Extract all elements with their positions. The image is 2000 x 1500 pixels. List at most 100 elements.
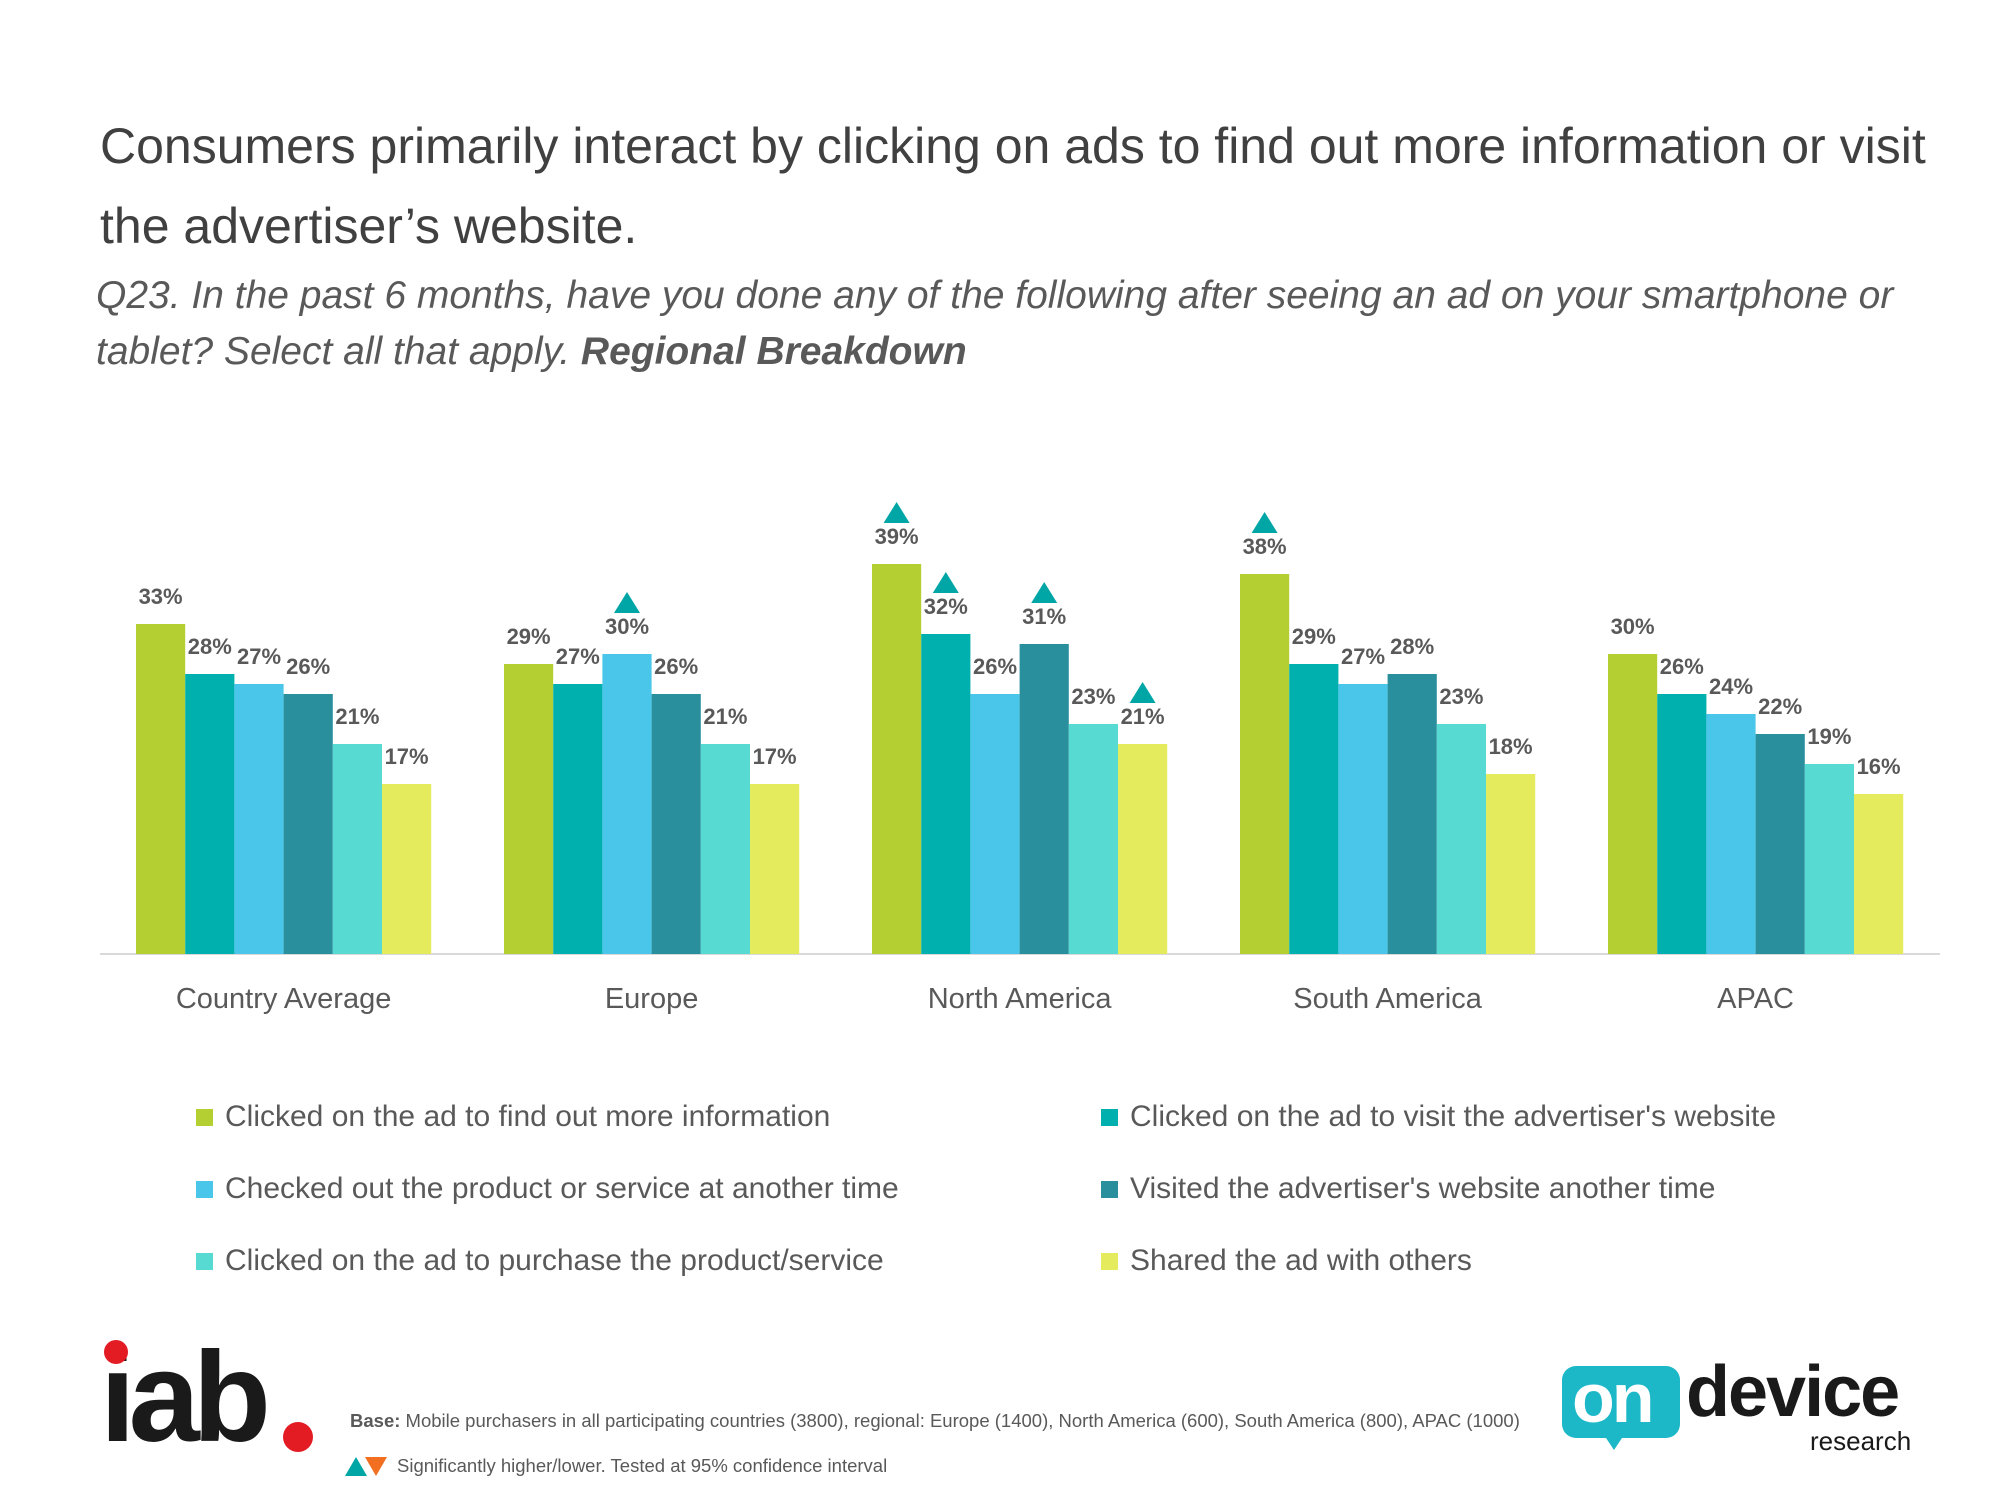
bar-1-3 — [234, 684, 284, 954]
legend-item-4: Visited the advertiser's website another… — [1101, 1170, 1971, 1208]
bar-4-2 — [1289, 664, 1339, 954]
significance-up-icon-4-1 — [1251, 512, 1278, 533]
bar-3-4 — [1019, 644, 1069, 954]
chart-subtitle: Q23. In the past 6 months, have you done… — [96, 268, 1956, 380]
significance-up-icon-3-2 — [932, 572, 959, 593]
bar-4-5 — [1436, 724, 1486, 954]
bar-1-4 — [283, 694, 333, 954]
data-label-3-2: 32% — [924, 594, 968, 619]
data-label-2-1: 29% — [507, 624, 551, 649]
legend-label-6: Shared the ad with others — [1130, 1244, 1472, 1277]
speech-bubble-tail — [1602, 1432, 1626, 1450]
bar-5-1 — [1608, 654, 1658, 954]
legend-label-1: Clicked on the ad to find out more infor… — [225, 1100, 831, 1133]
bar-1-2 — [185, 674, 235, 954]
base-note: Base: Mobile purchasers in all participa… — [350, 1410, 1520, 1432]
bar-2-5 — [700, 744, 750, 954]
significance-up-icon-3-6 — [1129, 682, 1156, 703]
legend-label-4: Visited the advertiser's website another… — [1130, 1172, 1716, 1205]
category-label-3: North America — [928, 983, 1113, 1015]
data-label-5-2: 26% — [1660, 654, 1704, 679]
bar-4-1 — [1240, 574, 1290, 954]
legend-swatch-6 — [1101, 1252, 1118, 1270]
ondevice-logo-research: research — [1810, 1426, 1912, 1456]
data-label-1-3: 27% — [237, 644, 281, 669]
iab-logo: iab — [100, 1328, 320, 1468]
bar-3-2 — [921, 634, 971, 954]
data-label-4-3: 27% — [1341, 644, 1385, 669]
iab-logo-dot-icon — [104, 1340, 128, 1364]
subtitle-emphasis: Regional Breakdown — [580, 330, 967, 373]
data-label-1-2: 28% — [188, 634, 232, 659]
data-label-1-5: 21% — [335, 704, 379, 729]
bar-2-3 — [602, 654, 652, 954]
speech-bubble-icon — [1562, 1366, 1680, 1438]
legend-swatch-4 — [1101, 1180, 1118, 1198]
bar-2-2 — [553, 684, 603, 954]
base-text: Mobile purchasers in all participating c… — [405, 1410, 1520, 1431]
legend-item-1: Clicked on the ad to find out more infor… — [196, 1098, 1101, 1136]
bar-5-5 — [1804, 764, 1854, 954]
data-label-1-6: 17% — [385, 744, 429, 769]
bar-1-5 — [332, 744, 382, 954]
data-label-2-2: 27% — [556, 644, 600, 669]
bar-4-4 — [1387, 674, 1437, 954]
data-label-2-5: 21% — [703, 704, 747, 729]
bar-5-6 — [1854, 794, 1904, 954]
bar-1-6 — [382, 784, 432, 954]
bar-5-2 — [1657, 694, 1707, 954]
legend-swatch-1 — [196, 1108, 213, 1126]
data-label-3-3: 26% — [973, 654, 1017, 679]
bar-1-1 — [136, 624, 186, 954]
significance-triangles-icon — [345, 1457, 387, 1476]
bar-chart: 33%28% 27% 26%21%17%Country Average29%27%3… — [100, 502, 1940, 1015]
data-label-5-1: 30% — [1611, 614, 1655, 639]
category-label-1: Country Average — [176, 983, 392, 1015]
data-label-3-4: 31% — [1022, 604, 1066, 629]
legend-item-2: Clicked on the ad to visit the advertise… — [1101, 1098, 1971, 1136]
subtitle-question: Q23. In the past 6 months, have you done… — [96, 274, 1894, 373]
category-label-4: South America — [1293, 983, 1482, 1015]
bar-2-6 — [750, 784, 800, 954]
data-label-2-6: 17% — [753, 744, 797, 769]
data-label-5-6: 16% — [1857, 754, 1901, 779]
category-label-5: APAC — [1717, 983, 1794, 1015]
iab-logo-text: iab — [100, 1326, 271, 1469]
significance-note: Significantly higher/lower. Tested at 95… — [343, 1455, 887, 1477]
legend-swatch-2 — [1101, 1108, 1118, 1126]
significance-up-icon-2-3 — [614, 592, 640, 613]
data-label-4-4: 28% — [1390, 634, 1434, 659]
bar-3-3 — [970, 694, 1020, 954]
iab-logo-period-icon — [283, 1422, 313, 1452]
data-label-3-1: 39% — [875, 524, 919, 549]
chart-title: Consumers primarily interact by clicking… — [100, 118, 1926, 254]
category-label-2: Europe — [605, 983, 699, 1015]
data-label-4-1: 38% — [1243, 534, 1287, 559]
significance-up-icon-3-1 — [883, 502, 910, 523]
bar-2-1 — [504, 664, 554, 954]
ondevice-research-logo: on device research — [1562, 1352, 1922, 1458]
legend-swatch-5 — [196, 1252, 213, 1270]
data-label-4-6: 18% — [1489, 734, 1533, 759]
bar-4-6 — [1486, 774, 1536, 954]
legend-swatch-3 — [196, 1180, 213, 1198]
base-label: Base: — [350, 1410, 401, 1431]
legend-label-2: Clicked on the ad to visit the advertise… — [1130, 1100, 1777, 1133]
data-label-4-5: 23% — [1439, 684, 1483, 709]
data-label-5-3: 24% — [1709, 674, 1753, 699]
data-label-1-4: 26% — [286, 654, 330, 679]
legend-label-5: Clicked on the ad to purchase the produc… — [225, 1244, 884, 1277]
legend-label-3: Checked out the product or service at an… — [225, 1172, 899, 1205]
data-label-1-1: 33% — [139, 584, 183, 609]
ondevice-logo-on: on — [1572, 1359, 1655, 1437]
data-label-5-5: 19% — [1807, 724, 1851, 749]
significance-text: Significantly higher/lower. Tested at 95… — [397, 1455, 888, 1476]
significance-up-icon-3-4 — [1031, 582, 1058, 603]
data-label-5-4: 22% — [1758, 694, 1802, 719]
chart-legend: Clicked on the ad to find out more infor… — [196, 1098, 1976, 1280]
bar-3-1 — [872, 564, 922, 954]
data-label-2-3: 30% — [605, 614, 649, 639]
data-label-2-4: 26% — [654, 654, 698, 679]
legend-item-3: Checked out the product or service at an… — [196, 1170, 1101, 1208]
legend-item-5: Clicked on the ad to purchase the produc… — [196, 1242, 1101, 1280]
